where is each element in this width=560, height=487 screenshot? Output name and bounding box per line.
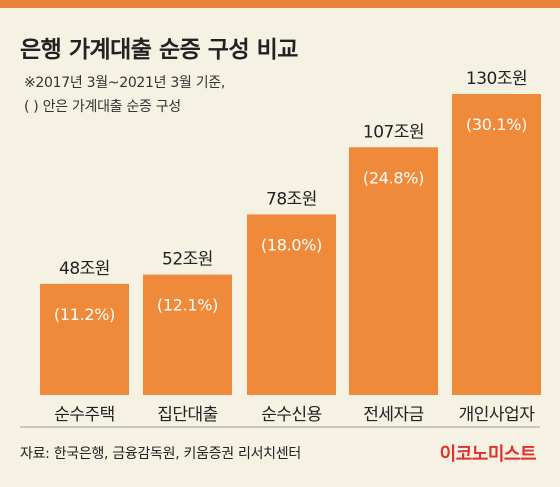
accent-bar [0,0,560,8]
bar-2 [143,274,232,395]
bar-1 [40,283,129,395]
share-label-5: (30.1%) [466,115,527,134]
value-label-5: 130조원 [466,69,527,89]
category-label-4: 전세자금 [363,405,424,425]
bar-5 [452,94,541,395]
share-label-2: (12.1%) [157,296,218,315]
share-label-1: (11.2%) [54,305,115,324]
chart-note-share: ( ) 안은 가계대출 순증 구성 [24,99,181,115]
category-label-2: 집단대출 [157,405,218,425]
category-label-3: 순수신용 [261,405,322,425]
chart-note-period: ※2017년 3월~2021년 3월 기준, [24,75,226,91]
category-label-5: 개인사업자 [459,405,536,425]
source-note: 자료: 한국은행, 금융감독원, 키움증권 리서치센터 [20,446,301,462]
share-label-4: (24.8%) [363,168,424,187]
value-label-1: 48조원 [59,259,110,279]
brand-logo: 이코노미스트 [439,444,537,465]
category-label-1: 순수주택 [54,405,115,425]
bar-3 [247,214,336,395]
value-label-3: 78조원 [266,189,317,209]
value-label-4: 107조원 [363,122,424,142]
bar-4 [349,147,438,395]
value-label-2: 52조원 [162,250,213,270]
share-label-3: (18.0%) [261,235,322,254]
chart-title: 은행 가계대출 순증 구성 비교 [20,37,298,63]
